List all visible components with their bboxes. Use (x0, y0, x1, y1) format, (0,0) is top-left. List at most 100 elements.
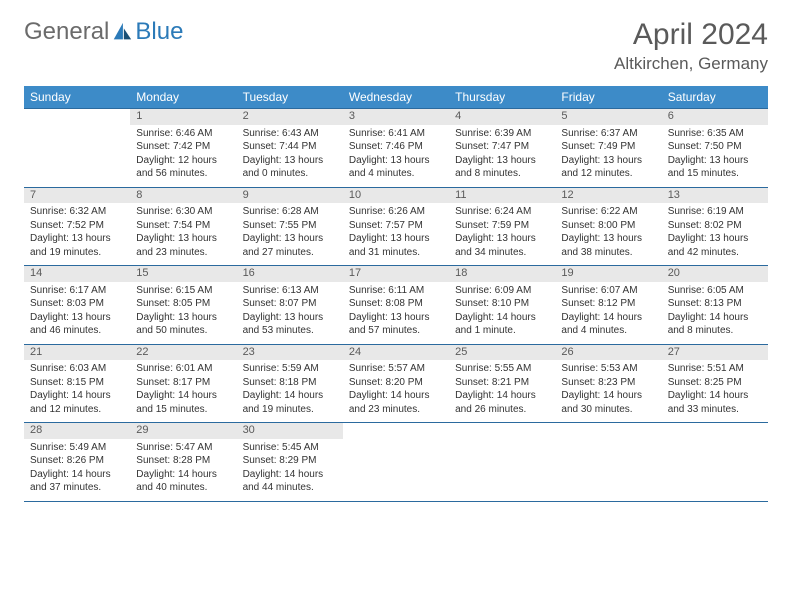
daylight-text-1: Daylight: 14 hours (136, 468, 230, 482)
daylight-text-2: and 8 minutes. (455, 167, 549, 181)
daylight-text-2: and 23 minutes. (136, 246, 230, 260)
sunrise-text: Sunrise: 6:46 AM (136, 127, 230, 141)
logo-text-blue: Blue (135, 18, 183, 46)
day-cell: Sunrise: 6:07 AMSunset: 8:12 PMDaylight:… (555, 282, 661, 345)
daylight-text-2: and 56 minutes. (136, 167, 230, 181)
day-number: 12 (555, 187, 661, 203)
sunrise-text: Sunrise: 6:11 AM (349, 284, 443, 298)
daylight-text-1: Daylight: 13 hours (455, 232, 549, 246)
day-number: 5 (555, 109, 661, 125)
day-cell: Sunrise: 6:46 AMSunset: 7:42 PMDaylight:… (130, 125, 236, 188)
day-cell: Sunrise: 5:45 AMSunset: 8:29 PMDaylight:… (237, 439, 343, 502)
daylight-text-1: Daylight: 14 hours (349, 389, 443, 403)
day-cell: Sunrise: 5:55 AMSunset: 8:21 PMDaylight:… (449, 360, 555, 423)
day-header: Saturday (662, 86, 768, 109)
daylight-text-2: and 33 minutes. (668, 403, 762, 417)
sunset-text: Sunset: 8:28 PM (136, 454, 230, 468)
sunrise-text: Sunrise: 5:47 AM (136, 441, 230, 455)
daylight-text-1: Daylight: 13 hours (561, 154, 655, 168)
day-cell (662, 439, 768, 502)
day-cell: Sunrise: 6:43 AMSunset: 7:44 PMDaylight:… (237, 125, 343, 188)
sunrise-text: Sunrise: 6:26 AM (349, 205, 443, 219)
sunset-text: Sunset: 8:03 PM (30, 297, 124, 311)
daylight-text-2: and 46 minutes. (30, 324, 124, 338)
daynum-row: 78910111213 (24, 187, 768, 203)
sunrise-text: Sunrise: 5:51 AM (668, 362, 762, 376)
day-number (449, 423, 555, 439)
daynum-row: 21222324252627 (24, 344, 768, 360)
day-cell: Sunrise: 6:03 AMSunset: 8:15 PMDaylight:… (24, 360, 130, 423)
sunrise-text: Sunrise: 6:43 AM (243, 127, 337, 141)
day-number (555, 423, 661, 439)
daylight-text-2: and 12 minutes. (30, 403, 124, 417)
day-number (24, 109, 130, 125)
daylight-text-1: Daylight: 14 hours (561, 389, 655, 403)
daylight-text-2: and 27 minutes. (243, 246, 337, 260)
day-number: 11 (449, 187, 555, 203)
sunrise-text: Sunrise: 6:19 AM (668, 205, 762, 219)
day-number: 18 (449, 266, 555, 282)
daylight-text-1: Daylight: 13 hours (243, 311, 337, 325)
sunrise-text: Sunrise: 6:37 AM (561, 127, 655, 141)
day-number: 20 (662, 266, 768, 282)
daylight-text-2: and 23 minutes. (349, 403, 443, 417)
day-number: 22 (130, 344, 236, 360)
day-cell: Sunrise: 6:41 AMSunset: 7:46 PMDaylight:… (343, 125, 449, 188)
day-header: Friday (555, 86, 661, 109)
day-cell: Sunrise: 6:15 AMSunset: 8:05 PMDaylight:… (130, 282, 236, 345)
location: Altkirchen, Germany (614, 54, 768, 74)
daylight-text-2: and 12 minutes. (561, 167, 655, 181)
sunset-text: Sunset: 8:20 PM (349, 376, 443, 390)
day-header: Wednesday (343, 86, 449, 109)
daylight-text-1: Daylight: 14 hours (668, 311, 762, 325)
day-cell: Sunrise: 6:35 AMSunset: 7:50 PMDaylight:… (662, 125, 768, 188)
day-number: 15 (130, 266, 236, 282)
day-number: 2 (237, 109, 343, 125)
day-number: 6 (662, 109, 768, 125)
sunset-text: Sunset: 8:29 PM (243, 454, 337, 468)
day-number: 8 (130, 187, 236, 203)
day-number: 24 (343, 344, 449, 360)
daylight-text-1: Daylight: 14 hours (455, 389, 549, 403)
daylight-text-2: and 1 minute. (455, 324, 549, 338)
day-cell: Sunrise: 6:26 AMSunset: 7:57 PMDaylight:… (343, 203, 449, 266)
sunset-text: Sunset: 8:00 PM (561, 219, 655, 233)
sunset-text: Sunset: 7:55 PM (243, 219, 337, 233)
day-content-row: Sunrise: 5:49 AMSunset: 8:26 PMDaylight:… (24, 439, 768, 502)
day-header: Monday (130, 86, 236, 109)
day-content-row: Sunrise: 6:46 AMSunset: 7:42 PMDaylight:… (24, 125, 768, 188)
day-number: 25 (449, 344, 555, 360)
day-cell: Sunrise: 6:22 AMSunset: 8:00 PMDaylight:… (555, 203, 661, 266)
sunset-text: Sunset: 8:15 PM (30, 376, 124, 390)
day-number: 19 (555, 266, 661, 282)
day-cell: Sunrise: 5:51 AMSunset: 8:25 PMDaylight:… (662, 360, 768, 423)
day-cell: Sunrise: 6:09 AMSunset: 8:10 PMDaylight:… (449, 282, 555, 345)
daylight-text-1: Daylight: 13 hours (136, 232, 230, 246)
daylight-text-1: Daylight: 14 hours (561, 311, 655, 325)
sunset-text: Sunset: 8:05 PM (136, 297, 230, 311)
day-number: 21 (24, 344, 130, 360)
month-title: April 2024 (614, 18, 768, 52)
daylight-text-1: Daylight: 13 hours (30, 311, 124, 325)
daylight-text-1: Daylight: 14 hours (30, 468, 124, 482)
day-number (662, 423, 768, 439)
day-header: Thursday (449, 86, 555, 109)
day-cell (343, 439, 449, 502)
sunset-text: Sunset: 7:59 PM (455, 219, 549, 233)
daylight-text-2: and 0 minutes. (243, 167, 337, 181)
logo: General Blue (24, 18, 183, 46)
day-number: 13 (662, 187, 768, 203)
sunset-text: Sunset: 8:02 PM (668, 219, 762, 233)
sunrise-text: Sunrise: 6:13 AM (243, 284, 337, 298)
day-number: 14 (24, 266, 130, 282)
daynum-row: 282930 (24, 423, 768, 439)
day-content-row: Sunrise: 6:03 AMSunset: 8:15 PMDaylight:… (24, 360, 768, 423)
day-number: 10 (343, 187, 449, 203)
sunrise-text: Sunrise: 6:30 AM (136, 205, 230, 219)
daylight-text-2: and 30 minutes. (561, 403, 655, 417)
daylight-text-2: and 40 minutes. (136, 481, 230, 495)
sunrise-text: Sunrise: 6:24 AM (455, 205, 549, 219)
logo-sail-icon (111, 21, 133, 43)
sunset-text: Sunset: 8:17 PM (136, 376, 230, 390)
day-cell: Sunrise: 5:49 AMSunset: 8:26 PMDaylight:… (24, 439, 130, 502)
